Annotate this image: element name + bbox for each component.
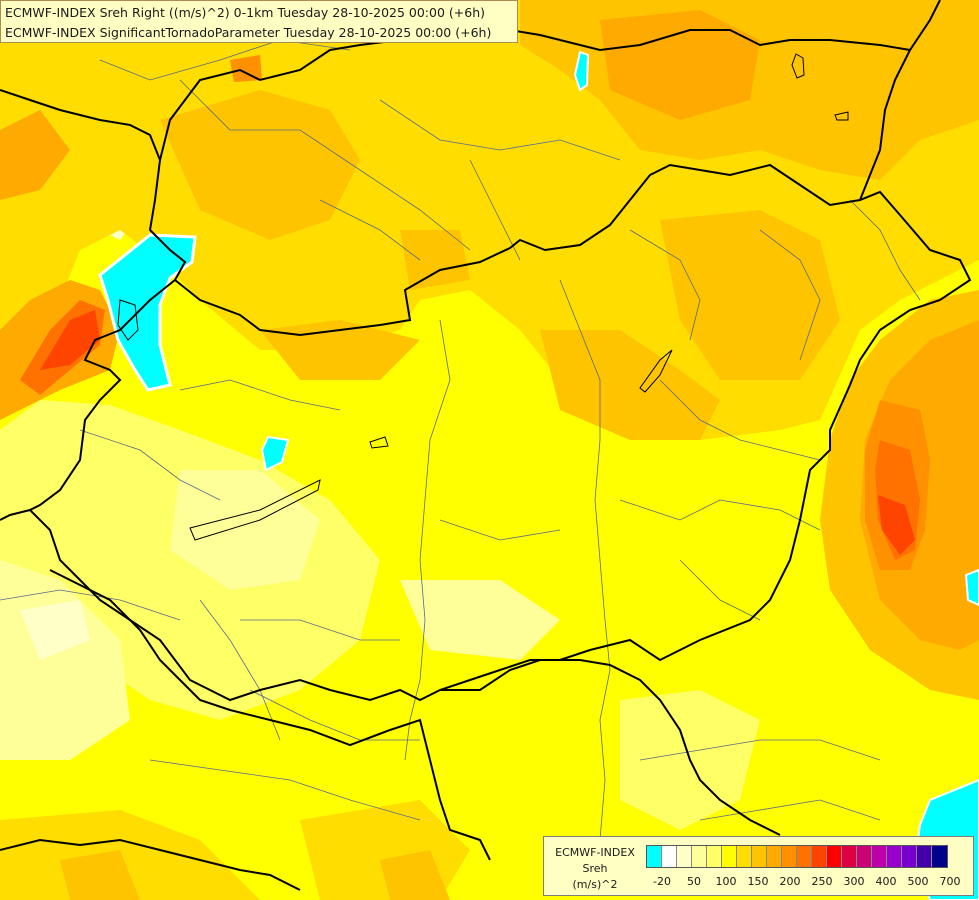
legend-tick-label: 400 [875, 875, 897, 888]
legend-tick-label: -20 [653, 875, 671, 888]
legend-swatch [782, 846, 797, 867]
legend: ECMWF-INDEX Sreh (m/s)^2 -20 50 100 150 200 2… [543, 836, 974, 896]
legend-tick-label: 250 [811, 875, 833, 888]
legend-swatch [647, 846, 662, 867]
legend-swatch [737, 846, 752, 867]
legend-swatch [692, 846, 707, 867]
legend-ticks: -20 50 100 150 200 250 300 400 500 700 [646, 875, 971, 889]
legend-swatch [752, 846, 767, 867]
legend-tick-label: 100 [715, 875, 737, 888]
legend-unit: (m/s)^2 [572, 878, 618, 891]
legend-tick-label: 500 [907, 875, 929, 888]
legend-swatch [917, 846, 932, 867]
legend-param: Sreh [582, 862, 608, 875]
legend-swatch [857, 846, 872, 867]
legend-swatch [872, 846, 887, 867]
legend-swatch [767, 846, 782, 867]
legend-swatch [797, 846, 812, 867]
title-box: ECMWF-INDEX Sreh Right ((m/s)^2) 0-1km T… [0, 0, 518, 43]
legend-tick-label: 50 [687, 875, 701, 888]
legend-swatch [932, 846, 947, 867]
legend-swatch [707, 846, 722, 867]
legend-swatch [812, 846, 827, 867]
legend-tick-label: 150 [747, 875, 769, 888]
legend-swatch [827, 846, 842, 867]
legend-tick-label: 700 [939, 875, 961, 888]
legend-colorbar [646, 845, 948, 868]
legend-swatch [677, 846, 692, 867]
title-line-stp: ECMWF-INDEX SignificantTornadoParameter … [5, 25, 492, 40]
legend-tick-label: 300 [843, 875, 865, 888]
legend-swatch [902, 846, 917, 867]
legend-tick-label: 200 [779, 875, 801, 888]
legend-swatch [842, 846, 857, 867]
rivers [0, 39, 921, 841]
legend-swatch [887, 846, 902, 867]
title-line-sreh: ECMWF-INDEX Sreh Right ((m/s)^2) 0-1km T… [5, 5, 485, 20]
legend-source: ECMWF-INDEX [555, 846, 635, 859]
legend-title: ECMWF-INDEX Sreh (m/s)^2 [546, 845, 644, 893]
lakes [117, 53, 849, 541]
legend-swatch [662, 846, 677, 867]
legend-swatch [722, 846, 737, 867]
